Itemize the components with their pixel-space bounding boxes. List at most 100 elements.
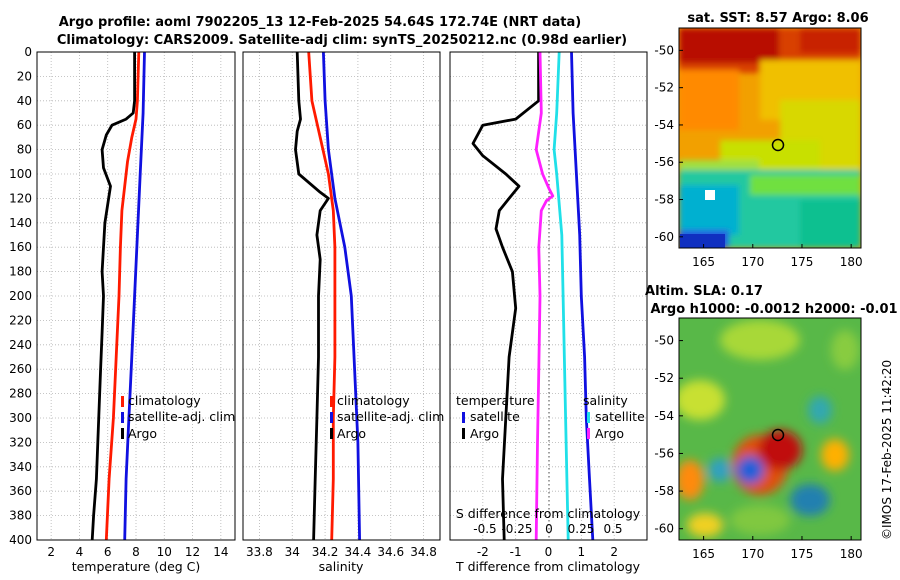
y-tick-label: 380	[9, 509, 32, 523]
x-tick-label: 34.2	[312, 545, 339, 559]
y-tick-label: 180	[9, 265, 32, 279]
sla-argo-marker	[771, 428, 785, 442]
temperature-xlabel: temperature (deg C)	[72, 559, 201, 574]
series-argo	[294, 52, 330, 540]
legend-swatch-s-argo	[587, 428, 590, 439]
y-tick-label: 80	[17, 143, 32, 157]
x-tick-label: 33.8	[246, 545, 273, 559]
x-tick-label: 34.8	[410, 545, 437, 559]
x-tick-label: 34.6	[377, 545, 404, 559]
x-tick-label: 34.4	[345, 545, 372, 559]
legend-satellite: satellite-adj. clim	[128, 409, 235, 424]
salinity-grid	[243, 51, 440, 541]
x-tick-label: 6	[104, 545, 112, 559]
y-tick-label: 140	[9, 216, 32, 230]
y-tick-label: 40	[17, 94, 32, 108]
map-x-tick-label: 165	[692, 255, 715, 269]
series-satellite-adj-clim	[123, 52, 146, 540]
y-tick-label: 220	[9, 313, 32, 327]
temperature-grid	[37, 51, 235, 541]
map-y-tick-label: -60	[654, 522, 674, 536]
x-tick-label: -1	[510, 545, 522, 559]
legend-argo: Argo	[128, 426, 157, 441]
y-tick-label: 160	[9, 240, 32, 254]
legend-swatch-satellite	[330, 412, 333, 423]
legend-swatch-argo	[330, 428, 333, 439]
x-tick-label: 1	[578, 545, 586, 559]
x-tick-label: 14	[213, 545, 228, 559]
map-y-tick-label: -56	[654, 155, 674, 169]
x-tick-label: 2	[610, 545, 618, 559]
series-argo	[90, 52, 137, 540]
series-climatology	[307, 52, 337, 540]
y-tick-label: 200	[9, 289, 32, 303]
map-y-tick-label: -54	[654, 409, 674, 423]
sst-map-ticks: 165 170 175 180 -50 -52 -54 -56 -58 -60	[654, 43, 862, 269]
map-y-tick-label: -52	[654, 371, 674, 385]
y-tick-label: 120	[9, 191, 32, 205]
y-tick-label: 240	[9, 338, 32, 352]
difference-axes	[449, 51, 648, 541]
y-tick-label: 20	[17, 69, 32, 83]
map-y-tick-label: -58	[654, 484, 674, 498]
map-y-tick-label: -56	[654, 446, 674, 460]
map-x-tick-label: 170	[741, 547, 764, 561]
map-x-tick-label: 175	[791, 255, 814, 269]
y-tick-label: 320	[9, 435, 32, 449]
y-tick-label: 280	[9, 387, 32, 401]
temperature-series	[90, 52, 146, 540]
y-tick-label: 360	[9, 484, 32, 498]
map-x-tick-label: 180	[840, 255, 863, 269]
series-s-argo	[534, 52, 555, 540]
sst-map-title: sat. SST: 8.57 Argo: 8.06	[687, 11, 868, 26]
y-tick-label: 100	[9, 167, 32, 181]
legend-swatch-t-satellite	[462, 412, 465, 423]
x2-tick-label: -0.5	[473, 522, 496, 536]
map-y-tick-label: -52	[654, 81, 674, 95]
temperature-axes	[36, 51, 236, 541]
series-s-satellite	[552, 52, 570, 540]
legend-swatch-t-argo	[462, 428, 465, 439]
y-tick-label: 60	[17, 118, 32, 132]
legend-argo: Argo	[337, 426, 366, 441]
salinity-series	[294, 52, 361, 540]
salinity-axes	[242, 51, 441, 541]
x2-tick-label: 0	[545, 522, 553, 536]
legend-swatch-s-satellite	[587, 412, 590, 423]
y-tick-label: 400	[9, 533, 32, 547]
y-tick-label: 0	[24, 45, 32, 59]
series-climatology	[104, 52, 141, 540]
legend-swatch-climatology	[121, 396, 124, 407]
x2-tick-label: -0.25	[501, 522, 532, 536]
x-tick-label: 0	[545, 545, 553, 559]
sla-map-image	[679, 318, 861, 540]
sla-map-ticks: 165 170 175 180 -50 -52 -54 -56 -58 -60	[654, 334, 862, 561]
map-x-tick-label: 165	[692, 547, 715, 561]
temperature-legend: climatology satellite-adj. clim Argo	[121, 393, 235, 441]
figure-title-line1: Argo profile: aoml 7902205_13 12-Feb-202…	[59, 15, 581, 30]
map-x-tick-label: 175	[791, 547, 814, 561]
map-y-tick-label: -58	[654, 193, 674, 207]
legend-swatch-satellite	[121, 412, 124, 423]
y-tick-label: 260	[9, 362, 32, 376]
x-tick-label: 12	[185, 545, 200, 559]
series-t-satellite	[570, 52, 595, 540]
legend-climatology: climatology	[128, 393, 201, 408]
axis-ticks: 0204060801001201401601802002202402602803…	[9, 45, 622, 559]
salinity-xlabel: salinity	[319, 559, 364, 574]
legend-t-satellite: satellite	[470, 409, 520, 424]
legend-climatology: climatology	[337, 393, 410, 408]
sst-map-frame	[678, 27, 862, 249]
series-satellite-adj-clim	[322, 52, 361, 540]
difference-legend: temperature satellite Argo salinity sate…	[456, 393, 645, 441]
legend-s-title: salinity	[583, 393, 628, 408]
difference-series	[471, 52, 595, 540]
salinity-legend: climatology satellite-adj. clim Argo	[330, 393, 444, 441]
sla-map-title2: Argo h1000: -0.0012 h2000: -0.01	[650, 302, 897, 317]
map-y-tick-label: -60	[654, 230, 674, 244]
legend-swatch-climatology	[330, 396, 333, 407]
difference-x2label: S difference from climatology	[456, 506, 641, 521]
legend-s-argo: Argo	[595, 426, 624, 441]
y-tick-label: 300	[9, 411, 32, 425]
